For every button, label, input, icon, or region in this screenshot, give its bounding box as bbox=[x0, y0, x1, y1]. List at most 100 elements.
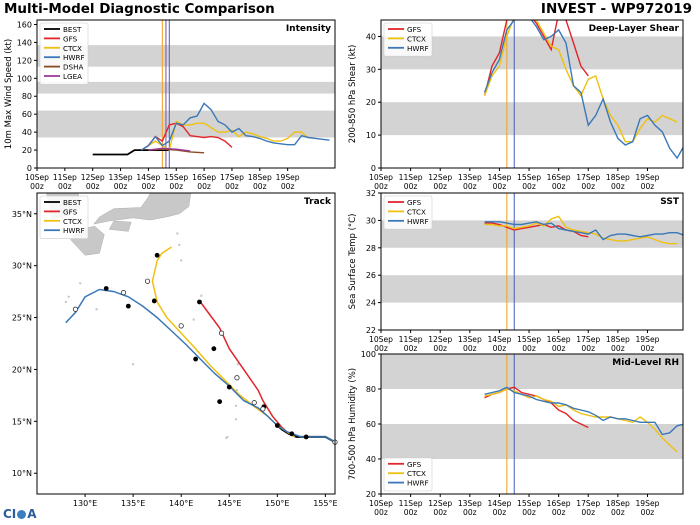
track-marker-filled bbox=[151, 298, 157, 304]
x-tick-label-hour: 00z bbox=[522, 182, 536, 191]
x-tick-label-day: 13Sep bbox=[458, 335, 482, 344]
panel-shear: 01020304010Sep00z11Sep00z12Sep00z13Sep00… bbox=[348, 19, 684, 191]
track-marker-open bbox=[251, 400, 257, 406]
x-tick-label-day: 18Sep bbox=[248, 173, 272, 182]
island-dot bbox=[176, 232, 179, 235]
x-tick-label-hour: 00z bbox=[433, 182, 447, 191]
legend-label: GFS bbox=[63, 34, 78, 43]
track-marker-filled bbox=[226, 384, 232, 390]
y-tick-label: 40 bbox=[22, 128, 32, 137]
y-tick-label: 20 bbox=[22, 146, 32, 155]
land-polygon bbox=[108, 220, 132, 232]
x-tick-label-day: 11Sep bbox=[53, 173, 77, 182]
track-marker-open bbox=[234, 375, 240, 381]
x-tick-label-day: 12Sep bbox=[81, 173, 105, 182]
y-tick-label: 26 bbox=[366, 271, 376, 280]
x-tick-label-day: 16Sep bbox=[547, 173, 571, 182]
legend-label: LGEA bbox=[63, 72, 82, 81]
track-marker-open bbox=[178, 323, 184, 329]
legend-label: HWRF bbox=[407, 217, 429, 226]
series-line-hwrf bbox=[483, 20, 683, 160]
y-tick-label: 10 bbox=[366, 131, 376, 140]
x-tick-label-hour: 00z bbox=[552, 182, 566, 191]
track-marker-open bbox=[120, 290, 127, 296]
y-tick-label: 22 bbox=[366, 326, 376, 335]
legend-label: BEST bbox=[63, 25, 82, 34]
panel-title: Mid-Level RH bbox=[612, 358, 679, 368]
panel-sst: 22242628303210Sep00z11Sep00z12Sep00z13Se… bbox=[348, 189, 684, 353]
x-tick-label-hour: 00z bbox=[493, 508, 507, 517]
plot-frame bbox=[36, 19, 336, 169]
y-tick-label: 140 bbox=[17, 38, 32, 47]
x-tick-label-hour: 00z bbox=[253, 182, 267, 191]
x-tick-label-day: 18Sep bbox=[606, 173, 630, 182]
y-tick-label: 60 bbox=[22, 110, 32, 119]
series-line-hwrf bbox=[484, 386, 683, 436]
x-tick-label-day: 13Sep bbox=[458, 173, 482, 182]
gray-band bbox=[381, 102, 683, 136]
x-tick-label-hour: 00z bbox=[581, 182, 595, 191]
x-tick-label-day: 19Sep bbox=[635, 499, 659, 508]
y-tick-label: 0 bbox=[27, 164, 32, 173]
island-dot bbox=[200, 294, 203, 297]
gray-band bbox=[381, 354, 683, 389]
x-tick-label-hour: 00z bbox=[225, 182, 239, 191]
x-tick-label-day: 16Sep bbox=[192, 173, 216, 182]
track-marker-filled bbox=[193, 356, 199, 362]
x-tick-label-day: 17Sep bbox=[576, 335, 600, 344]
x-tick-label-day: 19Sep bbox=[276, 173, 300, 182]
track-marker-filled bbox=[303, 434, 309, 440]
track-marker-filled bbox=[289, 431, 295, 437]
lat-tick-label: 10°N bbox=[12, 469, 32, 478]
y-tick-label: 24 bbox=[366, 299, 376, 308]
track-marker-filled bbox=[154, 252, 160, 258]
x-tick-label-day: 19Sep bbox=[635, 173, 659, 182]
y-axis-label: Sea Surface Temp (°C) bbox=[348, 214, 358, 310]
x-tick-label-day: 14Sep bbox=[136, 173, 160, 182]
panel-title: Deep-Layer Shear bbox=[589, 24, 680, 34]
x-tick-label-day: 19Sep bbox=[635, 335, 659, 344]
track-marker-filled bbox=[103, 286, 109, 291]
lat-tick-label: 35°N bbox=[12, 210, 32, 219]
x-tick-label-day: 16Sep bbox=[547, 499, 571, 508]
y-tick-label: 40 bbox=[366, 32, 376, 41]
panel-intensity: 02040608010012014016010Sep00z11Sep00z12S… bbox=[4, 19, 336, 191]
lat-tick-label: 30°N bbox=[12, 262, 32, 271]
legend-label: HWRF bbox=[63, 226, 85, 235]
x-tick-label-day: 17Sep bbox=[576, 173, 600, 182]
plot-frame bbox=[380, 19, 684, 169]
island-dot bbox=[179, 259, 183, 262]
x-tick-label-day: 18Sep bbox=[606, 499, 630, 508]
lon-tick-label: 155°E bbox=[313, 499, 337, 508]
legend-label: GFS bbox=[407, 198, 422, 207]
legend-label: CTCX bbox=[407, 34, 426, 43]
panel-rh: 2040608010010Sep00z11Sep00z12Sep00z13Sep… bbox=[348, 350, 684, 517]
x-tick-label-day: 12Sep bbox=[428, 335, 452, 344]
x-tick-label-hour: 00z bbox=[169, 182, 183, 191]
storm-id-title: INVEST - WP972019 bbox=[540, 1, 692, 17]
island-dot bbox=[236, 363, 240, 366]
lon-tick-label: 145°E bbox=[217, 499, 241, 508]
y-tick-label: 80 bbox=[366, 385, 376, 394]
island-dot bbox=[225, 436, 228, 440]
x-tick-label-hour: 00z bbox=[463, 344, 477, 353]
x-tick-label-day: 10Sep bbox=[369, 335, 393, 344]
y-tick-label: 100 bbox=[361, 350, 376, 359]
x-tick-label-day: 15Sep bbox=[517, 173, 541, 182]
x-tick-label-hour: 00z bbox=[404, 508, 418, 517]
x-tick-label-day: 14Sep bbox=[487, 499, 511, 508]
gray-band bbox=[381, 275, 683, 303]
lat-tick-label: 20°N bbox=[12, 365, 32, 374]
gray-band bbox=[37, 81, 335, 94]
x-tick-label-day: 16Sep bbox=[547, 335, 571, 344]
x-tick-label-hour: 00z bbox=[641, 508, 655, 517]
legend-label: GFS bbox=[407, 25, 422, 34]
x-tick-label-day: 17Sep bbox=[220, 173, 244, 182]
island-dot bbox=[192, 318, 195, 321]
x-tick-label-hour: 00z bbox=[552, 344, 566, 353]
legend-label: BEST bbox=[63, 198, 82, 207]
